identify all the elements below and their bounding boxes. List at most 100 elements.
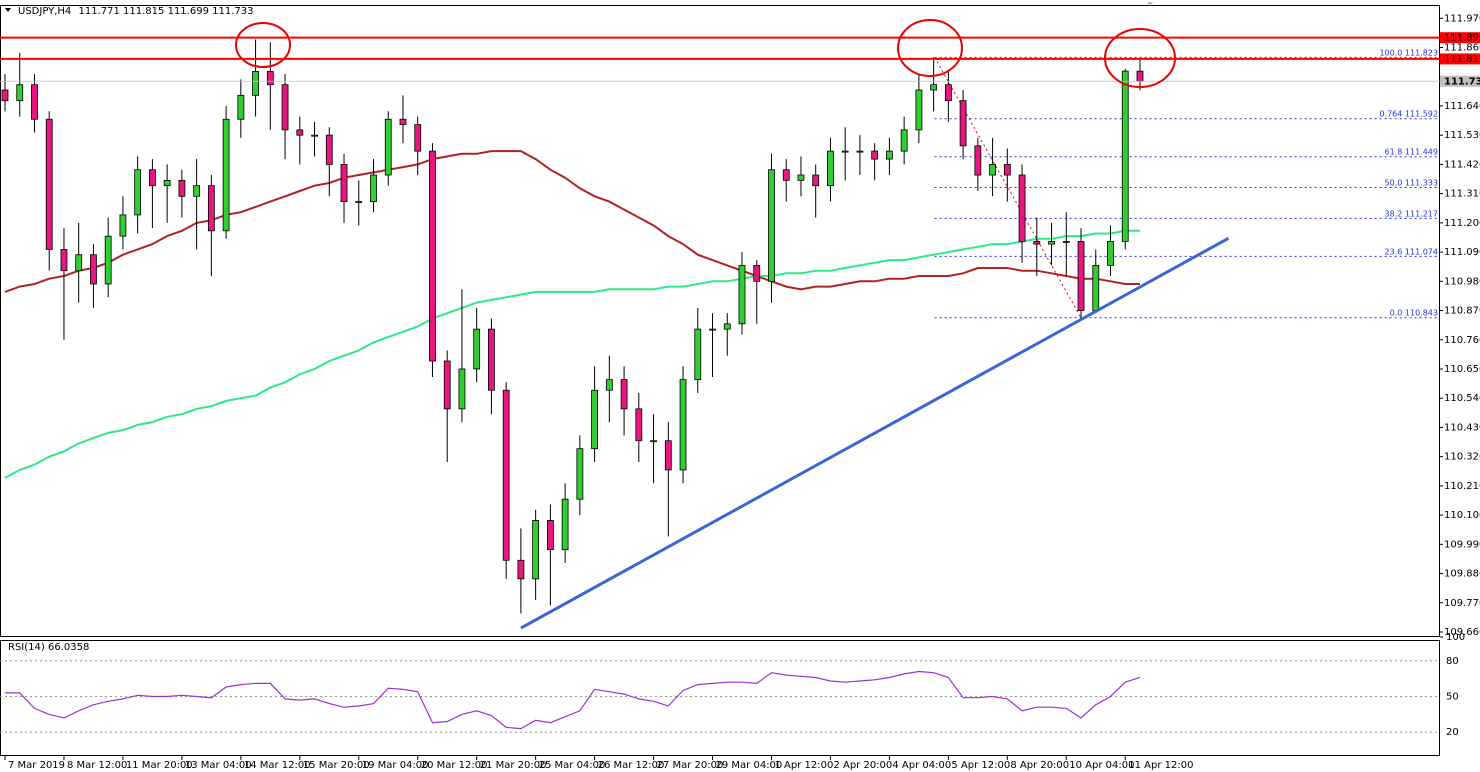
open-value: 111.771 [78,6,119,17]
fib-price-label: 111.217 [1405,209,1438,218]
candle-body [1107,241,1114,266]
x-tick-label: 11 Mar 20:00 [126,760,193,771]
fib-label: 61.8 111.449 [1385,147,1438,156]
candle-body [1018,174,1026,242]
header: USDJPY,H4 111.771 111.815 111.699 111.73… [18,6,253,17]
candle-body [886,150,893,160]
fib-label: 0.0 110.843 [1390,308,1438,317]
trendline [520,236,1230,630]
candle-body [178,179,186,197]
candle-body [193,185,201,197]
candle-body [944,84,952,102]
fib-price-label: 111.823 [1405,48,1438,57]
x-tick-label: 4 Apr 04:00 [892,760,951,771]
candle-body [620,379,628,410]
symbol: USDJPY,H4 [18,6,71,17]
candle-body [311,134,318,137]
y-tick-label: 109.880 [1444,569,1480,580]
candle-body [148,169,156,187]
x-tick-label: 10 Apr 04:00 [1069,760,1134,771]
menu-arrow [5,8,11,12]
rsi-line [5,670,1141,730]
low-value: 111.699 [168,6,209,17]
close-value: 111.733 [212,6,253,17]
rsi-pane [0,640,1440,756]
y-tick-label: 110.210 [1444,481,1480,492]
candle-body [1121,70,1129,242]
candle-body [134,169,142,216]
candle-body [959,100,967,147]
y-tick-label: 111.640 [1444,101,1480,112]
main-pane [0,5,1440,637]
y-tick-label: 111.970 [1444,13,1480,24]
y-tick-label: 111.090 [1444,247,1480,258]
candle-body [384,118,392,176]
circle-annotation [1104,28,1176,88]
y-tick-label: 109.660 [1444,627,1480,638]
x-tick-label: 14 Mar 12:00 [244,760,311,771]
candle-body [517,559,525,580]
y-tick-label: 111.420 [1444,159,1480,170]
candle-body [650,440,657,443]
y-tick-label: 111.860 [1444,43,1480,54]
x-tick-label: 13 Mar 04:00 [185,760,252,771]
x-tick-label: 8 Apr 20:00 [1010,760,1069,771]
x-tick-label: 8 Mar 12:00 [67,760,127,771]
y-tick-label: 110.980 [1444,276,1480,287]
candle-body [31,84,38,120]
x-tick-label: 19 Mar 04:00 [362,760,429,771]
candle-body [753,264,761,282]
y-tick-label: 110.320 [1444,452,1480,463]
plot: 111.970 111.860 111.640 111.530 111.420 111.3… [0,13,1480,771]
candle-body [1077,241,1085,311]
y-tick-label: 111.200 [1444,218,1480,229]
candle-body [532,520,540,580]
candle-body [222,118,230,232]
candle-body [561,498,569,551]
x-tick-label: 27 Mar 20:00 [657,760,724,771]
rsi-tick-label: 50 [1446,692,1459,703]
fib-label: 0.764 111.592 [1379,109,1438,118]
current-price-tag [1440,75,1480,87]
x-tick-label: 2 Apr 20:00 [833,760,892,771]
candle-body [414,124,422,152]
y-tick-label: 110.760 [1444,335,1480,346]
candle-body [841,150,849,153]
fib-price-label: 111.449 [1405,147,1438,156]
x-tick-label: 25 Mar 04:00 [539,760,606,771]
candle-body [104,235,112,285]
candle-body [591,389,598,450]
rsi-value: 66.0358 [48,642,89,653]
fib-label: 23.6 111.074 [1385,247,1438,256]
rsi-tick-label: 80 [1446,656,1459,667]
y-tick-label: 111.530 [1444,130,1480,141]
candle-body [458,368,466,410]
y-tick-label: 110.650 [1444,364,1480,375]
candle-body [355,201,363,204]
candle-body [709,328,716,331]
candle-body [399,118,407,125]
candle-body [237,94,245,120]
x-tick-label: 20 Mar 12:00 [421,760,488,771]
candle-body [635,408,643,442]
candle-body [502,389,510,561]
candle-body [974,145,982,176]
candle-body [768,169,775,282]
candle-body [827,150,834,187]
candle-body [45,118,53,250]
price-tag-label: 111.897 [1444,33,1480,44]
x-tick-label: 29 Mar 04:00 [716,760,783,771]
candle-body [281,84,289,131]
circle-annotation [235,22,291,68]
candle-body [871,150,879,160]
candle-body [915,89,923,131]
fib-price-label: 111.333 [1405,178,1438,187]
high-value: 111.815 [123,6,164,17]
fib-level-label: 61.8 [1385,147,1403,156]
y-tick-label: 111.310 [1444,189,1480,200]
candle-body [738,264,746,325]
candle-body [989,164,996,176]
candle-body [1033,241,1041,245]
candle-body [473,328,481,370]
